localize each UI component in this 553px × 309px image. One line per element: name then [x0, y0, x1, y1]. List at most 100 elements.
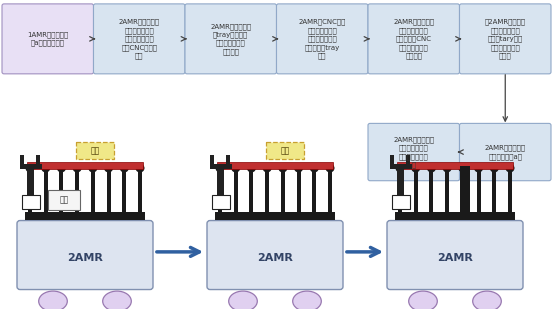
FancyBboxPatch shape [368, 4, 460, 74]
Circle shape [442, 164, 452, 172]
FancyBboxPatch shape [460, 123, 551, 181]
Bar [477, 168, 481, 212]
Bar [390, 155, 394, 165]
Text: 2AMR将产品表置
空tray盘放至小
车工作台熟料区
的托盘上: 2AMR将产品表置 空tray盘放至小 车工作台熟料区 的托盘上 [210, 23, 251, 55]
Bar [59, 168, 64, 212]
Circle shape [120, 164, 129, 172]
Bar [44, 168, 48, 212]
Text: 生料: 生料 [59, 196, 69, 205]
Bar [445, 168, 449, 212]
FancyBboxPatch shape [266, 142, 304, 159]
Bar [281, 168, 285, 212]
Text: 2AMR将小车工作
台生料区的产品
抓取放置到CNC
设备内，并启动
设备加工: 2AMR将小车工作 台生料区的产品 抓取放置到CNC 设备内，并启动 设备加工 [393, 19, 434, 59]
FancyBboxPatch shape [276, 4, 368, 74]
Ellipse shape [409, 291, 437, 309]
Circle shape [88, 164, 97, 172]
Bar [312, 168, 316, 212]
Bar [20, 164, 42, 169]
Circle shape [25, 164, 34, 172]
Circle shape [505, 164, 514, 172]
Circle shape [57, 164, 66, 172]
Bar [210, 155, 214, 165]
Bar [249, 168, 253, 212]
Ellipse shape [473, 291, 502, 309]
Circle shape [395, 164, 404, 172]
Bar [91, 168, 95, 212]
Bar [234, 168, 238, 212]
Bar [397, 162, 513, 169]
Bar [492, 168, 496, 212]
Bar [430, 168, 434, 212]
Bar [406, 155, 410, 165]
Bar [218, 168, 222, 212]
Circle shape [294, 164, 303, 172]
Circle shape [104, 164, 113, 172]
FancyBboxPatch shape [93, 4, 185, 74]
Bar [215, 212, 335, 220]
Circle shape [72, 164, 82, 172]
Circle shape [458, 164, 467, 172]
Circle shape [427, 164, 436, 172]
Bar [36, 155, 40, 165]
Ellipse shape [293, 291, 321, 309]
Ellipse shape [39, 291, 67, 309]
Circle shape [474, 164, 483, 172]
Bar [210, 164, 232, 169]
FancyBboxPatch shape [2, 4, 93, 74]
Text: 2AMR将产品从转
原料等待区将产
品转运到生产完
毕的CNC加工设
备中: 2AMR将产品从转 原料等待区将产 品转运到生产完 毕的CNC加工设 备中 [119, 19, 160, 59]
FancyBboxPatch shape [207, 221, 343, 290]
Bar [460, 166, 470, 220]
FancyBboxPatch shape [76, 142, 114, 159]
Bar [25, 212, 145, 220]
Circle shape [247, 164, 256, 172]
Text: 2AMR: 2AMR [437, 253, 473, 263]
Bar [397, 168, 404, 195]
Bar [508, 168, 512, 212]
Circle shape [263, 164, 272, 172]
Bar [217, 168, 224, 195]
Text: 熟料: 熟料 [280, 146, 290, 155]
Bar [392, 195, 410, 209]
Bar [27, 168, 34, 195]
Bar [138, 168, 142, 212]
FancyBboxPatch shape [368, 123, 460, 181]
Circle shape [411, 164, 420, 172]
Text: 将2AMR将小车工
作台生料区的产
品（含tary盘）
都抓取放置到熟
料区内: 将2AMR将小车工 作台生料区的产 品（含tary盘） 都抓取放置到熟 料区内 [484, 19, 526, 59]
Text: 2AMR: 2AMR [257, 253, 293, 263]
FancyBboxPatch shape [17, 221, 153, 290]
Circle shape [216, 164, 225, 172]
Circle shape [135, 164, 144, 172]
Text: 2AMR生料区的托
盘通过顶升机构
将托盘送至熟料
区: 2AMR生料区的托 盘通过顶升机构 将托盘送至熟料 区 [393, 136, 434, 168]
FancyBboxPatch shape [387, 221, 523, 290]
Circle shape [278, 164, 288, 172]
Bar [296, 168, 301, 212]
Bar [390, 164, 412, 169]
Bar [398, 168, 402, 212]
Bar [22, 195, 40, 209]
Bar [217, 162, 333, 169]
Bar [122, 168, 126, 212]
Bar [395, 212, 515, 220]
Circle shape [41, 164, 50, 172]
Circle shape [231, 164, 240, 172]
Bar [414, 168, 418, 212]
Circle shape [490, 164, 499, 172]
Bar [328, 168, 332, 212]
Ellipse shape [229, 291, 257, 309]
FancyBboxPatch shape [48, 190, 80, 210]
Bar [28, 168, 32, 212]
Bar [107, 168, 111, 212]
Text: 2AMR将整垛产品
连同托盘送至a区: 2AMR将整垛产品 连同托盘送至a区 [484, 145, 526, 159]
Circle shape [310, 164, 319, 172]
Text: 1AMR将产品转运
至a区原料等待区: 1AMR将产品转运 至a区原料等待区 [27, 32, 69, 46]
FancyBboxPatch shape [460, 4, 551, 74]
Text: 2AMR将CNC设备
加工完毕的熟料
存放在小车工作
台熟料区的tray
盘上: 2AMR将CNC设备 加工完毕的熟料 存放在小车工作 台熟料区的tray 盘上 [299, 19, 346, 59]
Bar [265, 168, 269, 212]
Ellipse shape [103, 291, 131, 309]
Text: 熟料: 熟料 [90, 146, 100, 155]
Bar [75, 168, 79, 212]
FancyBboxPatch shape [185, 4, 276, 74]
Bar [212, 195, 230, 209]
Bar [20, 155, 24, 165]
Bar [461, 168, 465, 212]
